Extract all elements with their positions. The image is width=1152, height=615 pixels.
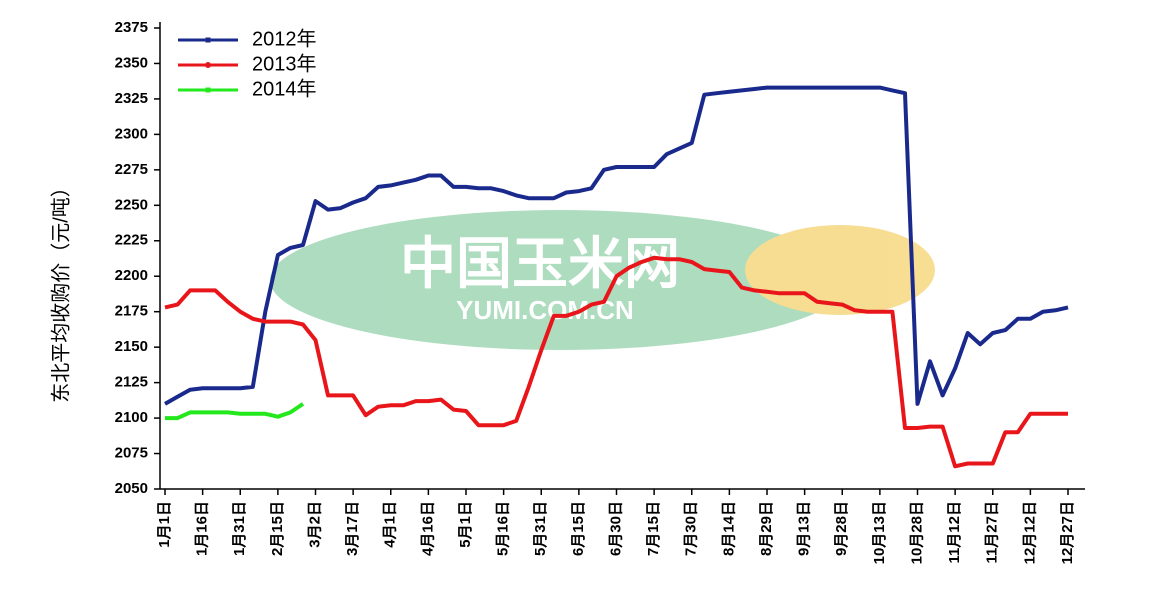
y-tick-label: 2300 [115,125,148,142]
x-tick-label: 10月28日 [908,501,925,564]
x-tick-label: 1月1日 [156,501,173,548]
legend-marker [205,62,211,68]
x-tick-label: 9月13日 [796,501,813,556]
x-tick-label: 8月14日 [720,501,737,556]
y-tick-label: 2325 [115,90,148,107]
y-tick-label: 2275 [115,161,148,178]
y-axis-label: 东北平均收购价（元/吨） [49,177,72,403]
y-tick-label: 2175 [115,303,148,320]
x-tick-label: 4月16日 [419,501,436,556]
x-tick-label: 10月13日 [871,501,888,564]
x-tick-label: 4月1日 [382,501,399,548]
x-tick-label: 3月17日 [344,501,361,556]
x-tick-label: 5月16日 [495,501,512,556]
legend-label: 2014年 [252,77,317,100]
watermark: 中国玉米网 YUMI.COM.CN [270,210,935,350]
x-tick-label: 6月15日 [570,501,587,556]
y-tick-label: 2225 [115,232,148,249]
x-tick-label: 6月30日 [607,501,624,556]
x-tick-label: 7月30日 [683,501,700,556]
y-tick-label: 2050 [115,480,148,497]
y-tick-label: 2200 [115,267,148,284]
x-tick-label: 2月15日 [269,501,286,556]
x-tick-label: 8月29日 [758,501,775,556]
series-line [164,255,1068,469]
legend-marker [205,87,211,93]
y-tick-label: 2125 [115,374,148,391]
y-tick-label: 2350 [115,54,148,71]
x-tick-label: 11月27日 [984,501,1001,564]
y-tick-label: 2150 [115,338,148,355]
y-tick-label: 2075 [115,445,148,462]
x-tick-label: 3月2日 [306,501,323,548]
y-tick-label: 2375 [115,19,148,36]
legend-label: 2012年 [252,27,317,50]
legend-label: 2013年 [252,52,317,75]
watermark-corn [745,225,935,315]
x-tick-label: 9月28日 [833,501,850,556]
x-tick-label: 5月1日 [457,501,474,548]
x-tick-label: 12月27日 [1059,501,1076,564]
x-tick-label: 1月31日 [231,501,248,556]
y-tick-label: 2250 [115,196,148,213]
series-line [164,85,1069,406]
x-tick-label: 11月12日 [946,501,963,564]
x-tick-label: 5月31日 [532,501,549,556]
legend-marker [205,37,211,43]
x-tick-label: 7月15日 [645,501,662,556]
series-line [165,402,305,421]
x-tick-label: 1月16日 [194,501,211,556]
watermark-shape [270,210,850,350]
x-tick-label: 12月12日 [1021,501,1038,564]
watermark-title: 中国玉米网 [400,232,680,295]
y-tick-label: 2100 [115,409,148,426]
